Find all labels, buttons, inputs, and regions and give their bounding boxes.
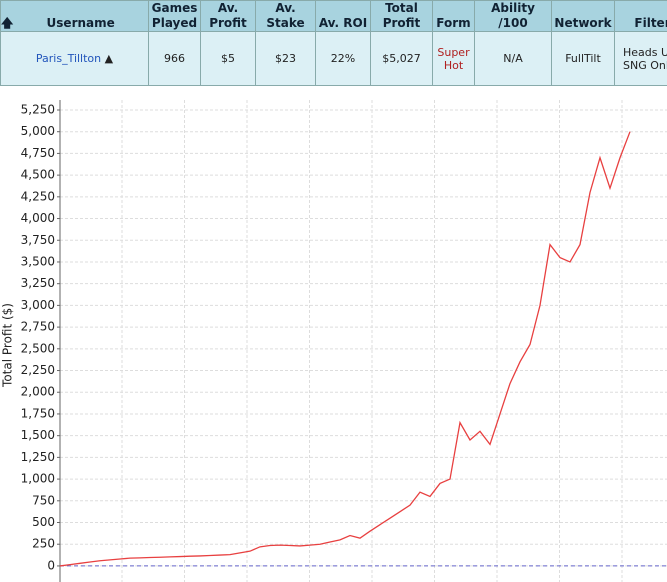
column-header[interactable]: Av. Stake (255, 0, 316, 32)
profit-line (59, 131, 631, 567)
cell: Heads Up SNG Only (614, 31, 667, 86)
column-header[interactable]: Total Profit (370, 0, 433, 32)
y-tick-label: 2,750 (21, 320, 55, 334)
y-tick-label: 750 (32, 493, 55, 507)
y-tick-label: 5,000 (21, 124, 55, 138)
stats-table: 🡅 Username Games Played Av. Profit Av. St… (0, 0, 667, 86)
column-header[interactable]: Ability /100 (474, 0, 552, 32)
column-header[interactable]: Games Played (148, 0, 201, 32)
y-tick-label: 4,750 (21, 146, 55, 160)
y-tick-label: 2,500 (21, 341, 55, 355)
y-tick-label: 1,750 (21, 406, 55, 420)
y-tick-label: 3,500 (21, 254, 55, 268)
cell: $5,027 (370, 31, 433, 86)
header-row: 🡅 Username Games Played Av. Profit Av. St… (0, 0, 667, 32)
cell: Super Hot (432, 31, 475, 86)
column-header[interactable]: 🡅 Username (0, 0, 149, 32)
y-tick-label: 2,250 (21, 363, 55, 377)
cell: $5 (200, 31, 256, 86)
y-tick-label: 1,250 (21, 450, 55, 464)
cell: 966 (148, 31, 201, 86)
y-tick-label: 250 (32, 537, 55, 551)
y-tick-label: 1,500 (21, 428, 55, 442)
data-row: Paris_Tillton ▲ 966 $5 $23 22% $5,027 Su… (0, 31, 667, 86)
y-tick-label: 3,000 (21, 298, 55, 312)
cell: 22% (315, 31, 371, 86)
y-tick-label: 5,250 (21, 102, 55, 116)
player-icon: ▲ (104, 52, 114, 65)
y-tick-label: 3,750 (21, 233, 55, 247)
y-tick-label: 0 (47, 558, 55, 572)
y-tick-label: 2,000 (21, 385, 55, 399)
y-tick-label: 4,250 (21, 189, 55, 203)
y-tick-label: 500 (32, 515, 55, 529)
cell: N/A (474, 31, 552, 86)
y-axis-label: Total Profit ($) (1, 303, 15, 388)
column-header[interactable]: Av. Profit (200, 0, 256, 32)
username-link[interactable]: Paris_Tillton (35, 52, 102, 65)
header-text: Username (46, 16, 115, 30)
cell: FullTilt (551, 31, 615, 86)
column-header[interactable]: Filter (614, 0, 667, 32)
y-tick-label: 1,000 (21, 472, 55, 486)
sort-arrow: 🡅 (1, 16, 14, 30)
y-tick-label: 4,500 (21, 168, 55, 182)
y-tick-label: 4,000 (21, 211, 55, 225)
cell: Paris_Tillton ▲ (0, 31, 149, 86)
y-tick-label: 3,250 (21, 276, 55, 290)
